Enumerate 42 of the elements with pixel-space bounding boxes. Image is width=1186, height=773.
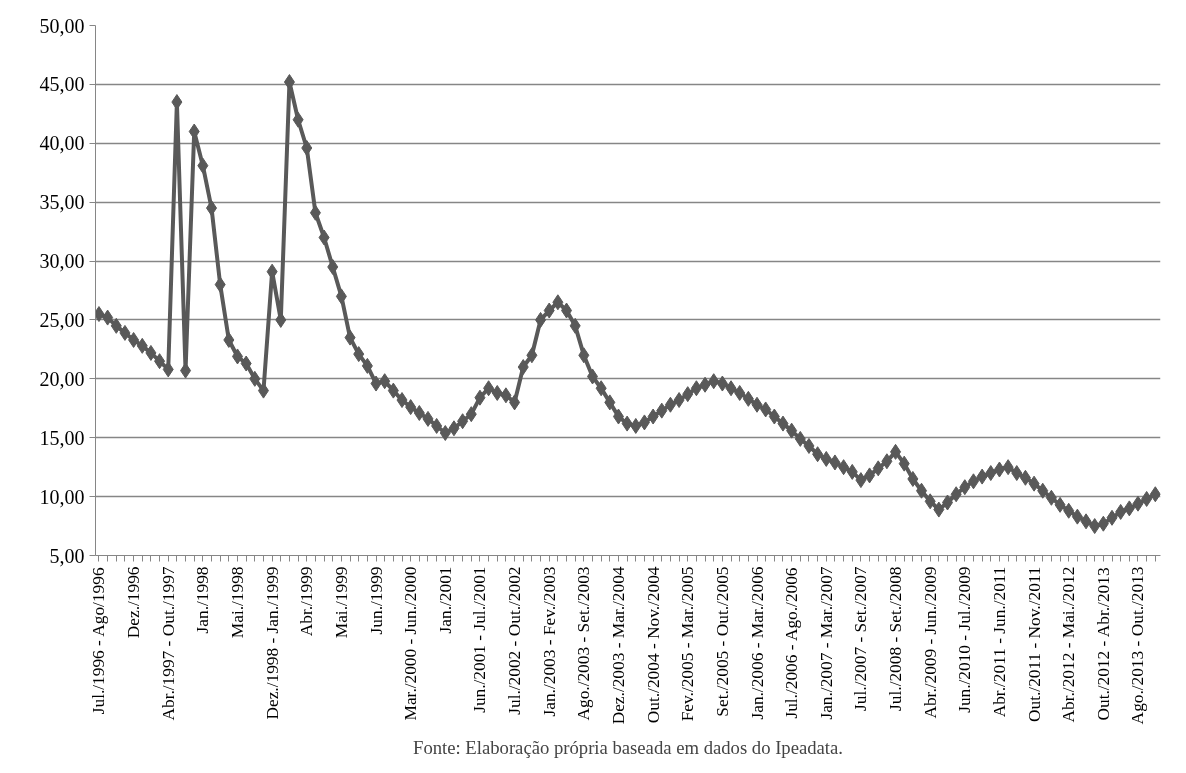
x-tick-label: Out./2012 - Abr./2013 (1093, 567, 1113, 721)
y-tick-label: 5,00 (49, 544, 85, 567)
x-tick-label: Jul./2006 - Ago./2006 (782, 567, 802, 719)
x-tick-label: Set./2005 - Out./2005 (712, 566, 732, 717)
x-tick-label: Jul./2007 - Set./2007 (851, 566, 871, 711)
x-tick-label: Jul./1996 - Ago/1996 (89, 567, 109, 715)
x-tick-label: Jan./1998 (193, 566, 213, 634)
x-tick-label: Dez./1996 (124, 566, 144, 639)
x-tick-label: Jan./2001 (435, 566, 455, 634)
x-tick-label: Ago./2013 - Out./2013 (1128, 566, 1148, 725)
source-note: Fonte: Elaboração própria baseada em dados do Ipeadata. (413, 737, 843, 758)
y-tick-label: 25,00 (39, 308, 85, 331)
x-tick-label: Jan./2003 - Fev./2003 (539, 566, 559, 717)
x-tick-label: Jun./2001 - Jul./2001 (470, 566, 490, 713)
y-tick-label: 15,00 (39, 426, 85, 449)
y-tick-label: 20,00 (39, 367, 85, 390)
y-tick-label: 40,00 (39, 132, 85, 155)
x-tick-label: Abr./2009 - Jun./2009 (920, 566, 940, 719)
x-tick-label: Jul./2002 - Out./2002 (505, 566, 525, 715)
x-tick-label: Mai./1999 (331, 566, 351, 639)
x-tick-label: Abr./2011 - Jun./2011 (989, 566, 1009, 718)
x-tick-label: Abr./2012 - Mai./2012 (1059, 566, 1079, 723)
y-tick-label: 45,00 (39, 73, 85, 96)
y-tick-label: 50,00 (39, 14, 85, 37)
y-tick-label: 10,00 (39, 485, 85, 508)
x-tick-label: Abr./1997 - Out./1997 (158, 566, 178, 721)
x-tick-label: Out./2011 - Nov./2011 (1024, 566, 1044, 722)
x-tick-label: Jul./2008 - Set./2008 (886, 566, 906, 711)
x-tick-label: Out./2004 - Nov./2004 (643, 566, 663, 724)
x-tick-label: Jun./2010 - Jul./2009 (955, 566, 975, 713)
x-tick-label: Jan./2006 - Mar./2006 (747, 566, 767, 720)
x-tick-label: Jan./2007 - Mar./2007 (816, 566, 836, 720)
x-tick-label: Abr./1999 (297, 566, 317, 637)
x-tick-label: Mar./2000 - Jun./2000 (401, 566, 421, 721)
x-tick-label: Dez./2003 - Mar./2004 (608, 566, 628, 725)
x-tick-label: Fev./2005 - Mar./2005 (678, 566, 698, 722)
x-tick-label: Ago./2003 - Set./2003 (574, 566, 594, 721)
x-tick-label: Mai./1998 (228, 566, 247, 639)
y-tick-label: 30,00 (39, 250, 85, 273)
x-tick-label: Jun./1999 (366, 566, 386, 635)
y-tick-label: 35,00 (39, 191, 85, 214)
x-tick-label: Dez./1998 - Jan./1999 (262, 566, 282, 720)
